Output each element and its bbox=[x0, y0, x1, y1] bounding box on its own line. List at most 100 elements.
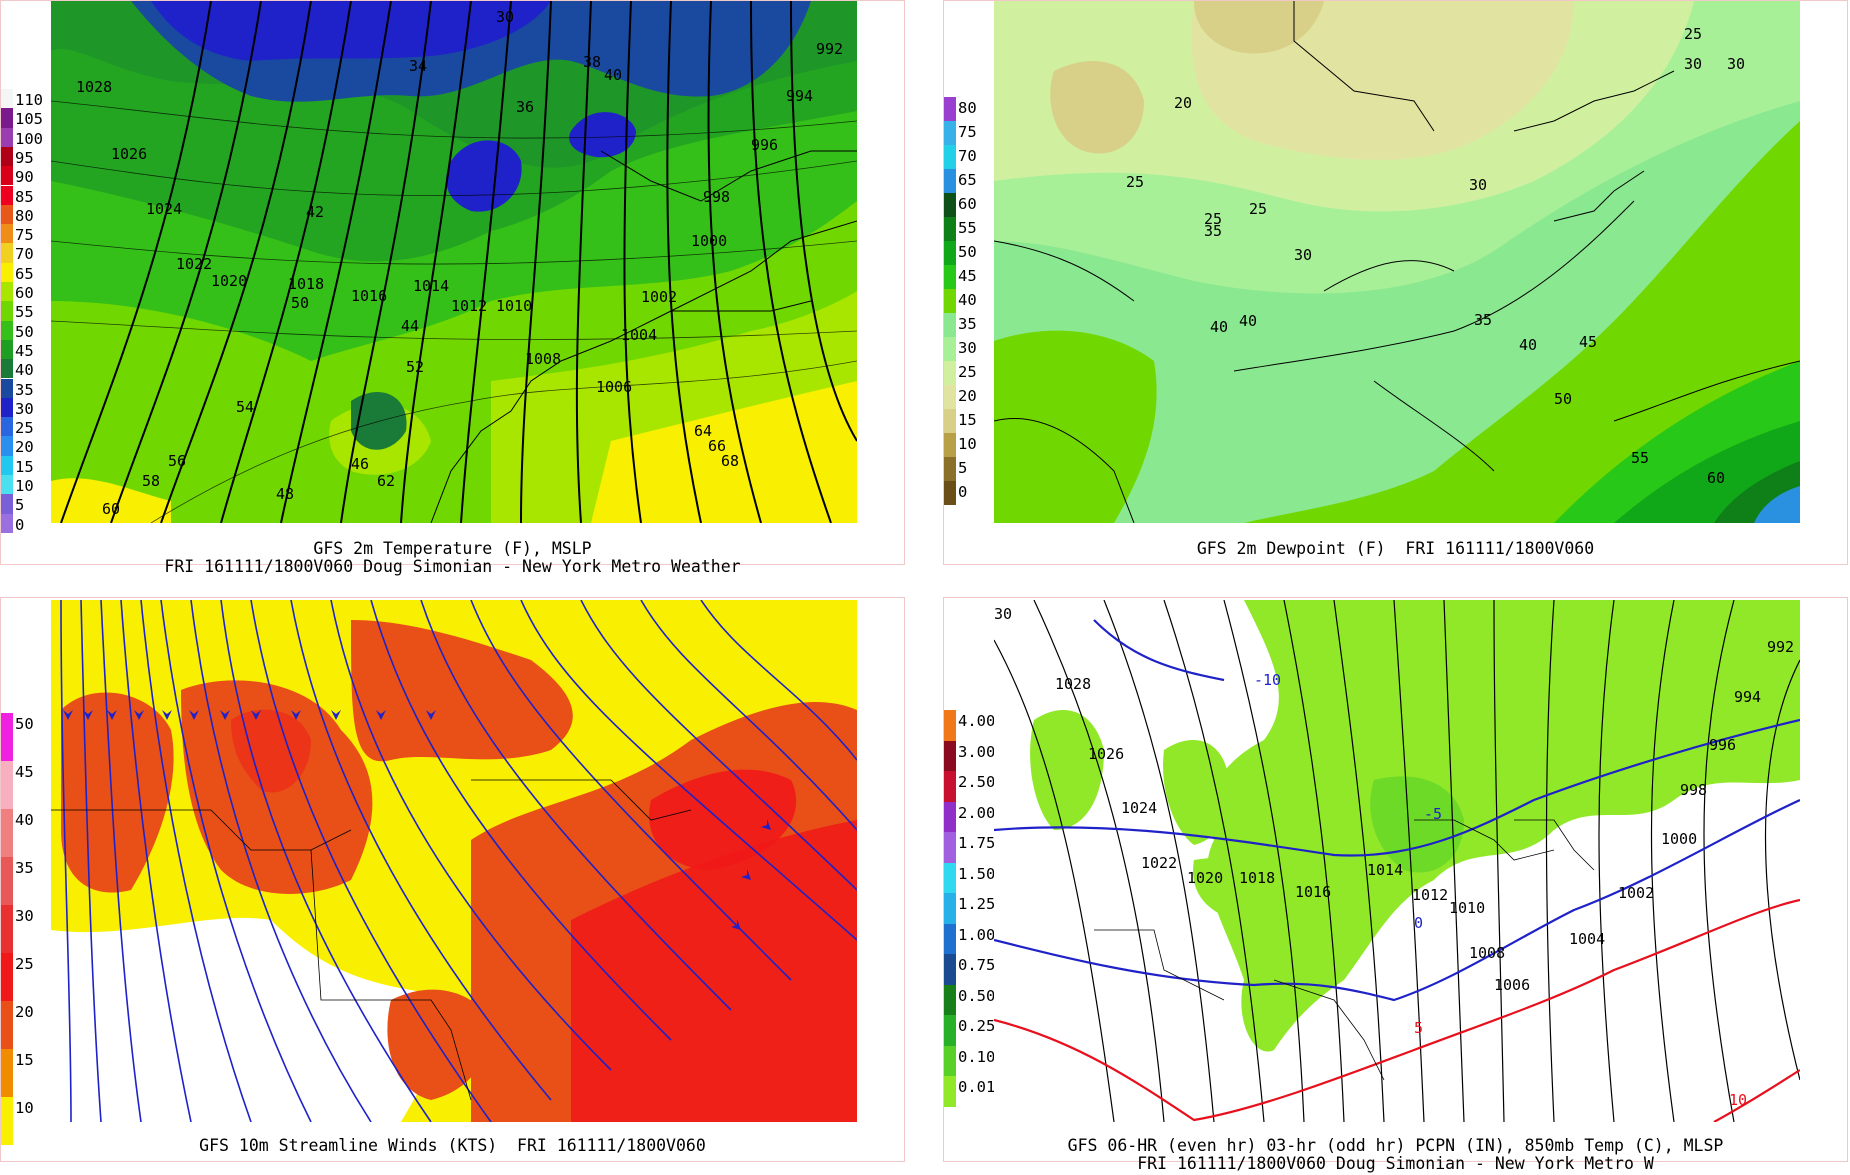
legend-swatch bbox=[944, 97, 956, 121]
legend-row: 30 bbox=[1, 397, 49, 417]
wind-caption-title: GFS 10m Streamline Winds (KTS) FRI 16111… bbox=[199, 1136, 706, 1155]
legend-value: 50 bbox=[958, 243, 977, 261]
contour-label: 1006 bbox=[596, 378, 633, 396]
legend-row: 90 bbox=[1, 166, 49, 186]
legend-row: 45 bbox=[944, 265, 992, 289]
contour-label: 30 bbox=[994, 605, 1013, 623]
legend-row: 55 bbox=[1, 301, 49, 321]
legend-row: 65 bbox=[1, 262, 49, 282]
legend-swatch bbox=[1, 494, 13, 514]
legend-row: 30 bbox=[944, 337, 992, 361]
legend-row: 40 bbox=[1, 809, 49, 857]
legend-value: 85 bbox=[15, 187, 34, 206]
legend-value: 35 bbox=[15, 859, 34, 877]
legend-swatch bbox=[1, 359, 13, 379]
legend-value: 25 bbox=[15, 419, 34, 438]
temperature-map-svg bbox=[51, 1, 857, 523]
contour-label: 62 bbox=[377, 472, 396, 490]
legend-row: 1.50 bbox=[944, 862, 995, 893]
legend-swatch bbox=[944, 289, 956, 313]
legend-swatch bbox=[944, 1015, 956, 1046]
legend-swatch bbox=[1, 713, 13, 761]
wind-map bbox=[51, 600, 857, 1122]
legend-row: 0.25 bbox=[944, 1015, 996, 1046]
legend-row: 4.00 bbox=[944, 710, 995, 741]
legend-value: 5 bbox=[15, 496, 25, 515]
contour-label: 20 bbox=[1174, 94, 1193, 112]
contour-label: 45 bbox=[1579, 333, 1598, 351]
contour-label: 42 bbox=[306, 203, 325, 221]
contour-label: 994 bbox=[786, 87, 814, 105]
legend-row: 10 bbox=[944, 433, 992, 457]
legend-value: 45 bbox=[15, 763, 34, 781]
legend-value: 55 bbox=[958, 219, 977, 237]
contour-label: 30 bbox=[496, 8, 515, 26]
legend-swatch bbox=[1, 282, 13, 302]
legend-swatch bbox=[944, 169, 956, 193]
contour-label: 68 bbox=[721, 452, 740, 470]
legend-swatch bbox=[1, 339, 13, 360]
contour-label: 48 bbox=[276, 485, 295, 503]
contour-label: 998 bbox=[703, 188, 731, 206]
legend-swatch bbox=[1, 513, 13, 533]
legend-row: 20 bbox=[1, 1001, 49, 1049]
legend-swatch bbox=[944, 862, 956, 893]
legend-value: 20 bbox=[15, 438, 34, 457]
legend-value: 40 bbox=[15, 361, 34, 380]
contour-label: 1024 bbox=[146, 200, 183, 218]
legend-value: 70 bbox=[15, 245, 34, 264]
legend-row: 100 bbox=[1, 127, 49, 148]
legend-value: 80 bbox=[958, 99, 977, 117]
contour-label: 1022 bbox=[176, 255, 213, 273]
contour-label: 1016 bbox=[1295, 883, 1332, 901]
legend-swatch bbox=[944, 771, 956, 802]
contour-label: 1000 bbox=[691, 232, 728, 250]
contour-label: 25 bbox=[1684, 25, 1703, 43]
legend-swatch bbox=[1, 1097, 13, 1145]
legend-value: 0.75 bbox=[958, 956, 996, 974]
legend-row: 50 bbox=[944, 241, 992, 265]
legend-swatch bbox=[1, 146, 13, 167]
legend-value: 0.25 bbox=[958, 1017, 996, 1035]
legend-row: 40 bbox=[1, 359, 49, 380]
legend-value: 60 bbox=[15, 284, 34, 302]
legend-swatch bbox=[944, 313, 956, 337]
legend-row: 0.01 bbox=[944, 1076, 995, 1107]
legend-row: 105 bbox=[1, 108, 49, 128]
legend-swatch bbox=[944, 241, 956, 265]
legend-swatch bbox=[1, 89, 13, 109]
temperature-panel: 110 105 100 95 90 85 80 75 70 65 60 55 50 45 40 35 30 25 2… bbox=[0, 0, 905, 576]
contour-label: 52 bbox=[406, 358, 425, 376]
legend-value: 110 bbox=[15, 91, 43, 109]
legend-row: 85 bbox=[1, 185, 49, 206]
legend-row: 80 bbox=[1, 204, 49, 224]
legend-row: 2.50 bbox=[944, 771, 996, 802]
legend-row: 75 bbox=[1, 224, 49, 245]
legend-value: 100 bbox=[15, 129, 43, 148]
legend-value: 10 bbox=[15, 1099, 34, 1117]
legend-row: 35 bbox=[1, 378, 49, 398]
legend-swatch bbox=[944, 1076, 956, 1107]
contour-label: 1010 bbox=[1449, 899, 1486, 917]
legend-value: 50 bbox=[15, 322, 34, 341]
legend-swatch bbox=[944, 385, 956, 409]
legend-row: 15 bbox=[1, 1049, 49, 1097]
legend-swatch bbox=[1, 185, 13, 205]
legend-value: 10 bbox=[958, 435, 977, 453]
contour-label: 60 bbox=[102, 500, 121, 518]
legend-value: 30 bbox=[15, 907, 34, 925]
legend-value: 60 bbox=[958, 195, 977, 213]
legend-value: 0.50 bbox=[958, 986, 996, 1005]
legend-value: 70 bbox=[958, 147, 977, 165]
contour-label: 1020 bbox=[1187, 869, 1224, 887]
legend-value: 15 bbox=[958, 411, 977, 429]
contour-label: 1012 bbox=[1412, 886, 1449, 904]
legend-row: 2.00 bbox=[944, 801, 995, 832]
legend-swatch bbox=[944, 409, 956, 433]
legend-value: 2.50 bbox=[958, 773, 996, 791]
legend-swatch bbox=[944, 433, 956, 457]
legend-value: 75 bbox=[15, 226, 34, 245]
legend-value: 1.00 bbox=[958, 925, 996, 944]
legend-swatch bbox=[1, 809, 13, 857]
contour-label: 30 bbox=[1469, 176, 1488, 194]
